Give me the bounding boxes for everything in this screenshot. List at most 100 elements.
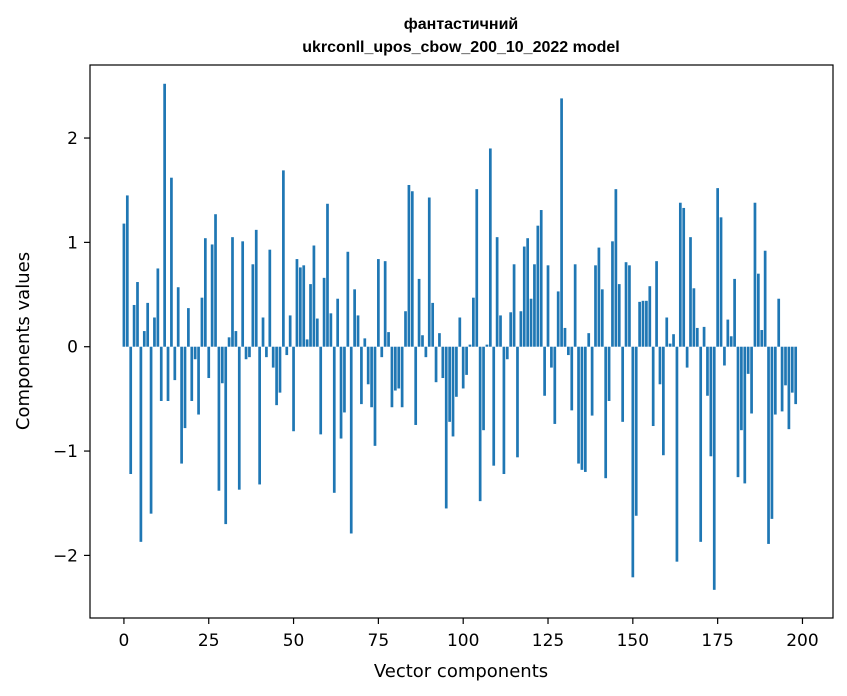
bar-35 (241, 241, 245, 347)
bar-156 (651, 346, 655, 427)
bar-142 (604, 346, 608, 479)
bar-17 (180, 346, 183, 464)
bar-70 (360, 346, 363, 405)
bar-166 (685, 346, 689, 368)
bar-149 (628, 265, 631, 347)
bar-138 (590, 346, 594, 416)
bar-101 (465, 346, 468, 375)
bar-184 (746, 346, 750, 374)
bar-117 (519, 311, 523, 347)
bar-96 (448, 346, 451, 422)
bar-62 (332, 346, 336, 493)
bar-10 (156, 268, 160, 347)
bar-19 (187, 308, 190, 347)
bar-147 (621, 346, 625, 422)
bar-137 (587, 333, 591, 347)
bar-23 (200, 297, 204, 347)
bar-145 (614, 189, 618, 347)
bar-182 (740, 346, 743, 431)
bar-109 (492, 346, 496, 466)
bar-55 (309, 284, 312, 347)
bar-173 (709, 346, 713, 457)
bar-9 (153, 317, 156, 347)
bar-57 (315, 318, 319, 347)
bar-68 (353, 289, 356, 347)
bar-8 (149, 346, 153, 514)
bar-152 (638, 301, 641, 347)
bar-193 (777, 298, 781, 347)
bar-52 (298, 267, 302, 347)
bar-164 (678, 202, 682, 347)
bar-128 (556, 291, 560, 347)
bar-134 (577, 346, 580, 464)
bar-107 (485, 344, 489, 347)
bar-124 (543, 346, 546, 396)
bar-116 (516, 346, 519, 458)
plot-frame (89, 64, 834, 619)
bar-13 (166, 346, 170, 401)
bar-87 (417, 278, 421, 347)
bar-58 (319, 346, 323, 435)
bar-75 (377, 259, 380, 347)
bar-140 (597, 247, 601, 347)
bar-84 (407, 184, 411, 347)
bar-174 (712, 346, 716, 590)
bar-112 (502, 346, 506, 475)
bar-88 (421, 335, 424, 347)
bar-37 (248, 346, 251, 358)
bar-89 (424, 346, 428, 358)
bar-136 (583, 346, 587, 472)
bar-119 (526, 238, 530, 347)
bar-30 (224, 346, 228, 525)
bar-98 (455, 346, 458, 397)
bar-46 (278, 346, 282, 393)
bar-29 (220, 346, 224, 384)
x-tick-label: 175 (701, 631, 733, 651)
bar-90 (427, 197, 431, 347)
bar-14 (170, 177, 173, 347)
bar-6 (142, 331, 146, 347)
bar-146 (617, 284, 621, 347)
bar-99 (458, 317, 462, 347)
bar-83 (404, 311, 407, 347)
bar-54 (305, 339, 309, 347)
bar-34 (237, 346, 241, 490)
bar-196 (787, 346, 791, 430)
bar-103 (472, 297, 475, 347)
bar-150 (631, 346, 635, 578)
x-tick-label: 125 (532, 631, 564, 651)
bar-157 (655, 261, 658, 347)
bar-95 (444, 346, 448, 509)
bar-129 (560, 98, 563, 347)
bar-180 (733, 278, 736, 347)
bar-76 (380, 346, 384, 358)
bar-132 (570, 346, 574, 411)
bar-170 (699, 346, 703, 542)
bar-153 (641, 300, 645, 347)
bar-39 (254, 229, 258, 347)
bar-118 (522, 246, 526, 347)
bar-151 (634, 346, 638, 516)
bar-12 (163, 83, 166, 347)
bar-85 (410, 191, 414, 347)
bar-154 (645, 300, 648, 347)
bar-41 (261, 317, 265, 347)
bar-163 (675, 346, 679, 562)
bar-79 (390, 346, 394, 408)
bar-4 (136, 282, 139, 347)
bar-141 (600, 289, 604, 347)
bar-11 (159, 346, 163, 401)
bar-47 (282, 170, 285, 347)
x-tick-label: 75 (368, 631, 390, 651)
bar-21 (193, 346, 197, 360)
x-tick-label: 50 (283, 631, 305, 651)
bar-48 (285, 346, 289, 356)
y-axis-ticks: −2 −1 0 1 2 (53, 129, 90, 566)
bar-104 (475, 189, 479, 347)
bar-65 (343, 346, 346, 413)
bar-45 (275, 346, 278, 406)
bar-32 (231, 237, 234, 347)
bar-161 (668, 343, 672, 347)
bar-94 (441, 346, 445, 379)
